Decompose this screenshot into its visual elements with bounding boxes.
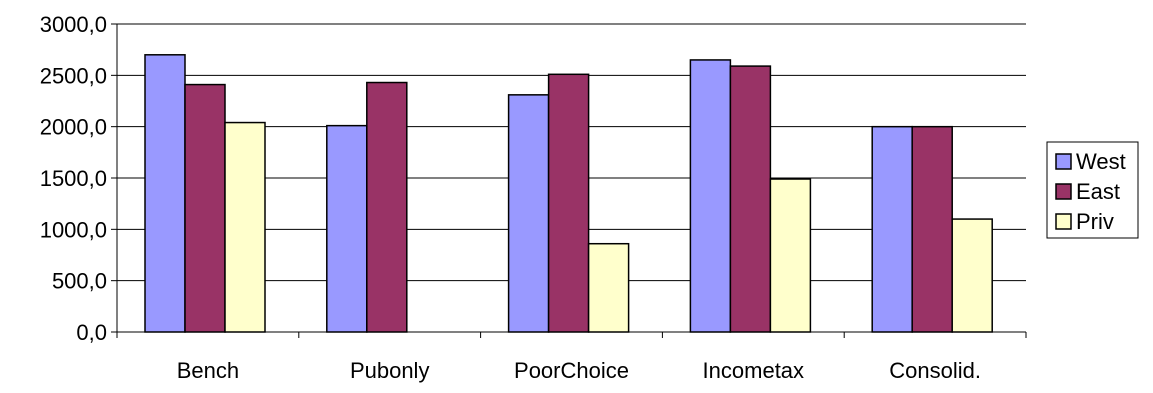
x-tick-label: Bench (177, 358, 239, 383)
y-tick-label: 1000,0 (40, 217, 107, 242)
bar-west-bench (144, 54, 186, 333)
bar-west-pubonly (326, 124, 368, 333)
bar-priv-incometax (769, 178, 812, 333)
y-tick-label: 0,0 (76, 320, 107, 345)
x-tick-labels: Bench Pubonly PoorChoice Incometax Consolid. (177, 358, 981, 383)
x-tick-label: Pubonly (350, 358, 430, 383)
bar-east-poorchoice (547, 73, 590, 333)
axes (111, 23, 1027, 338)
bar-priv-consolid (951, 218, 993, 333)
y-tick-label: 2500,0 (40, 63, 107, 88)
legend-swatch-priv (1055, 213, 1072, 230)
bar-west-incometax (689, 59, 732, 333)
y-tick-label: 2000,0 (40, 115, 107, 140)
legend-label-west: West (1076, 149, 1126, 174)
bar-east-consolid (911, 125, 953, 333)
bar-west-poorchoice (507, 94, 550, 333)
bars (144, 54, 993, 333)
y-tick-label: 500,0 (52, 269, 107, 294)
legend-label-east: East (1076, 179, 1120, 204)
bar-west-consolid (871, 125, 913, 333)
legend-label-priv: Priv (1076, 209, 1114, 234)
bar-priv-bench (224, 121, 266, 333)
x-tick-label: Incometax (703, 358, 805, 383)
legend-swatch-west (1055, 153, 1072, 170)
legend-swatch-east (1055, 183, 1072, 200)
legend: West East Priv (1046, 141, 1139, 239)
y-tick-label: 1500,0 (40, 166, 107, 191)
x-tick-label: Consolid. (889, 358, 981, 383)
bar-east-incometax (729, 65, 772, 333)
y-tick-label: 3000,0 (40, 12, 107, 37)
bar-east-bench (184, 83, 226, 333)
bar-east-pubonly (366, 81, 408, 333)
bar-priv-poorchoice (587, 242, 630, 333)
y-tick-labels: 0,0 500,0 1000,0 1500,0 2000,0 2500,0 3000,0 (40, 12, 107, 345)
x-tick-label: PoorChoice (514, 358, 629, 383)
